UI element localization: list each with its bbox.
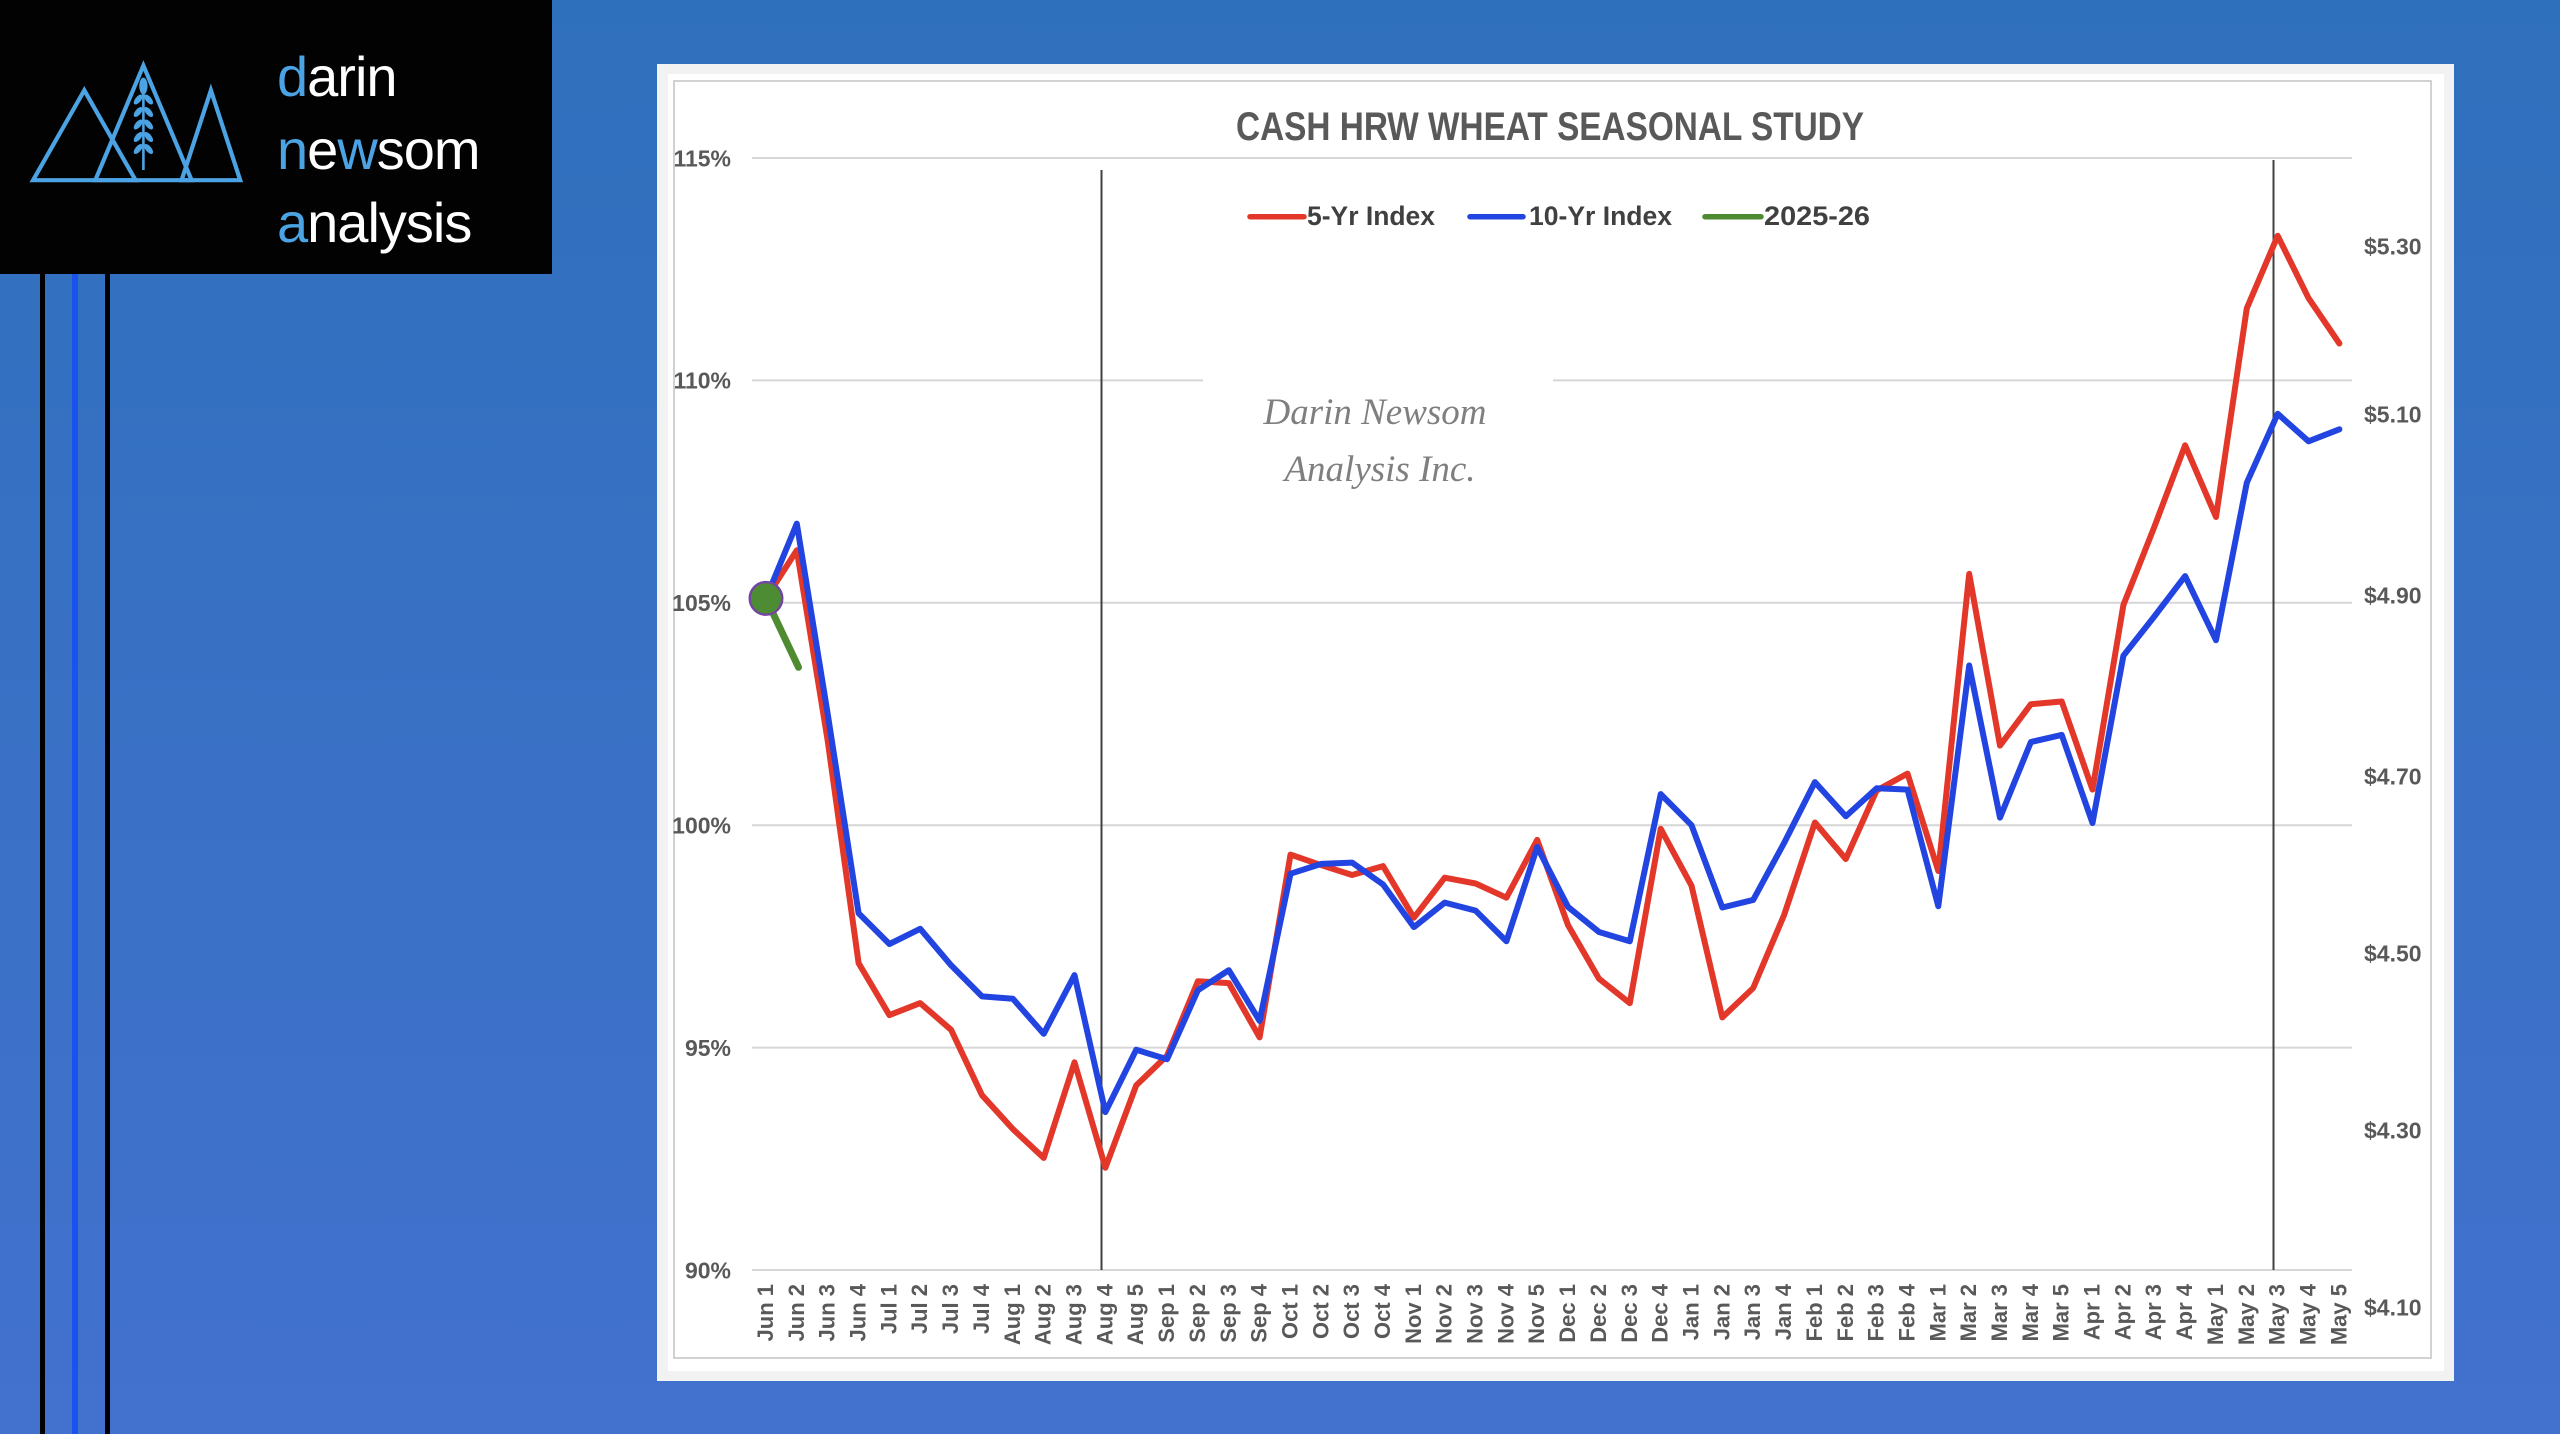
svg-text:10-Yr Index: 10-Yr Index	[1529, 201, 1672, 231]
svg-text:Mar 4: Mar 4	[2018, 1283, 2043, 1341]
svg-text:Jul 4: Jul 4	[969, 1283, 994, 1334]
svg-text:Apr 1: Apr 1	[2080, 1284, 2105, 1340]
svg-text:Apr 4: Apr 4	[2172, 1283, 2197, 1340]
svg-text:$4.70: $4.70	[2364, 763, 2422, 789]
svg-text:Analysis Inc.: Analysis Inc.	[1281, 449, 1475, 490]
svg-text:Jan 4: Jan 4	[1771, 1283, 1796, 1340]
svg-text:110%: 110%	[673, 368, 731, 394]
svg-text:Sep 4: Sep 4	[1247, 1283, 1272, 1342]
svg-text:90%: 90%	[685, 1257, 731, 1283]
svg-text:Nov 3: Nov 3	[1463, 1284, 1488, 1344]
svg-text:Feb 2: Feb 2	[1833, 1284, 1858, 1341]
svg-text:100%: 100%	[672, 813, 731, 839]
svg-text:$4.30: $4.30	[2364, 1117, 2422, 1143]
svg-text:CASH HRW WHEAT SEASONAL STUDY: CASH HRW WHEAT SEASONAL STUDY	[1236, 105, 1864, 149]
svg-text:Sep 3: Sep 3	[1216, 1284, 1241, 1343]
svg-text:Jun 4: Jun 4	[846, 1283, 871, 1341]
svg-text:115%: 115%	[673, 145, 731, 171]
svg-text:Mar 3: Mar 3	[1987, 1284, 2012, 1341]
svg-text:Dec 2: Dec 2	[1586, 1284, 1611, 1343]
svg-text:May 4: May 4	[2296, 1283, 2321, 1345]
svg-text:Jan 1: Jan 1	[1679, 1284, 1704, 1340]
svg-text:$4.10: $4.10	[2364, 1294, 2422, 1320]
svg-text:Aug 1: Aug 1	[1000, 1284, 1025, 1345]
svg-text:Jul 1: Jul 1	[876, 1284, 901, 1334]
svg-text:Nov 5: Nov 5	[1524, 1284, 1549, 1344]
svg-text:Mar 1: Mar 1	[1925, 1284, 1950, 1341]
svg-text:Dec 4: Dec 4	[1648, 1283, 1673, 1342]
svg-text:Aug 3: Aug 3	[1062, 1284, 1087, 1345]
svg-text:Jun 1: Jun 1	[753, 1284, 778, 1341]
svg-text:Oct 4: Oct 4	[1370, 1283, 1395, 1339]
svg-text:Jul 2: Jul 2	[907, 1284, 932, 1334]
svg-text:95%: 95%	[685, 1035, 731, 1061]
svg-text:Apr 2: Apr 2	[2110, 1284, 2135, 1340]
svg-text:Oct 2: Oct 2	[1308, 1284, 1333, 1339]
svg-text:Jan 3: Jan 3	[1740, 1284, 1765, 1340]
svg-text:$5.30: $5.30	[2364, 233, 2422, 259]
svg-text:May 2: May 2	[2234, 1284, 2259, 1345]
svg-text:105%: 105%	[672, 590, 731, 616]
svg-text:$4.90: $4.90	[2364, 582, 2422, 608]
svg-text:Aug 4: Aug 4	[1092, 1283, 1117, 1345]
svg-text:$5.10: $5.10	[2364, 401, 2422, 427]
svg-text:Oct 1: Oct 1	[1278, 1284, 1303, 1339]
svg-text:5-Yr Index: 5-Yr Index	[1307, 201, 1435, 231]
svg-text:Jul 3: Jul 3	[938, 1284, 963, 1334]
svg-text:Apr 3: Apr 3	[2141, 1284, 2166, 1340]
svg-text:$4.50: $4.50	[2364, 940, 2422, 966]
svg-text:Jun 3: Jun 3	[815, 1284, 840, 1341]
svg-text:Aug 2: Aug 2	[1031, 1284, 1056, 1345]
svg-text:Darin Newsom: Darin Newsom	[1262, 392, 1486, 433]
svg-text:Mar 5: Mar 5	[2049, 1284, 2074, 1341]
svg-text:Jan 2: Jan 2	[1709, 1284, 1734, 1340]
svg-text:Aug 5: Aug 5	[1123, 1284, 1148, 1345]
svg-text:Feb 4: Feb 4	[1895, 1283, 1920, 1341]
svg-text:Feb 1: Feb 1	[1802, 1284, 1827, 1341]
svg-text:Sep 1: Sep 1	[1154, 1284, 1179, 1343]
svg-text:Dec 3: Dec 3	[1617, 1284, 1642, 1343]
svg-text:May 1: May 1	[2203, 1284, 2228, 1345]
svg-text:Jun 2: Jun 2	[784, 1284, 809, 1341]
svg-text:Nov 2: Nov 2	[1432, 1284, 1457, 1344]
svg-text:May 3: May 3	[2265, 1284, 2290, 1345]
svg-text:May 5: May 5	[2326, 1284, 2351, 1345]
svg-text:Oct 3: Oct 3	[1339, 1284, 1364, 1339]
svg-text:Sep 2: Sep 2	[1185, 1284, 1210, 1343]
svg-text:Feb 3: Feb 3	[1864, 1284, 1889, 1341]
svg-text:Nov 4: Nov 4	[1493, 1283, 1518, 1344]
svg-text:Dec 1: Dec 1	[1555, 1284, 1580, 1343]
svg-text:Mar 2: Mar 2	[1956, 1284, 1981, 1341]
svg-text:2025-26: 2025-26	[1764, 201, 1870, 231]
svg-text:Nov 1: Nov 1	[1401, 1284, 1426, 1344]
